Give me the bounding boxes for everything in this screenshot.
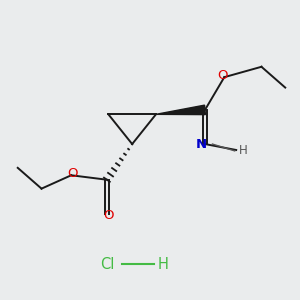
Text: H: H (158, 257, 169, 272)
Text: Cl: Cl (100, 257, 114, 272)
Text: O: O (218, 69, 228, 82)
Polygon shape (156, 105, 206, 115)
Text: H: H (239, 144, 248, 158)
Text: O: O (68, 167, 78, 180)
Text: O: O (103, 209, 114, 222)
Text: N: N (196, 138, 207, 151)
